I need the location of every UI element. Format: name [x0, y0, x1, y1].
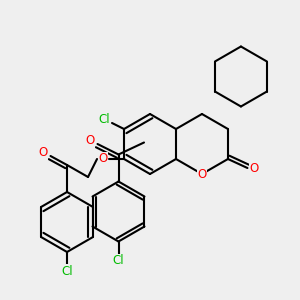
- Text: O: O: [85, 134, 94, 148]
- Text: O: O: [38, 146, 48, 160]
- Text: Cl: Cl: [99, 113, 110, 127]
- Text: O: O: [98, 152, 108, 166]
- Text: O: O: [249, 161, 259, 175]
- Text: O: O: [197, 167, 207, 181]
- Text: Cl: Cl: [113, 254, 124, 268]
- Text: Cl: Cl: [61, 265, 73, 278]
